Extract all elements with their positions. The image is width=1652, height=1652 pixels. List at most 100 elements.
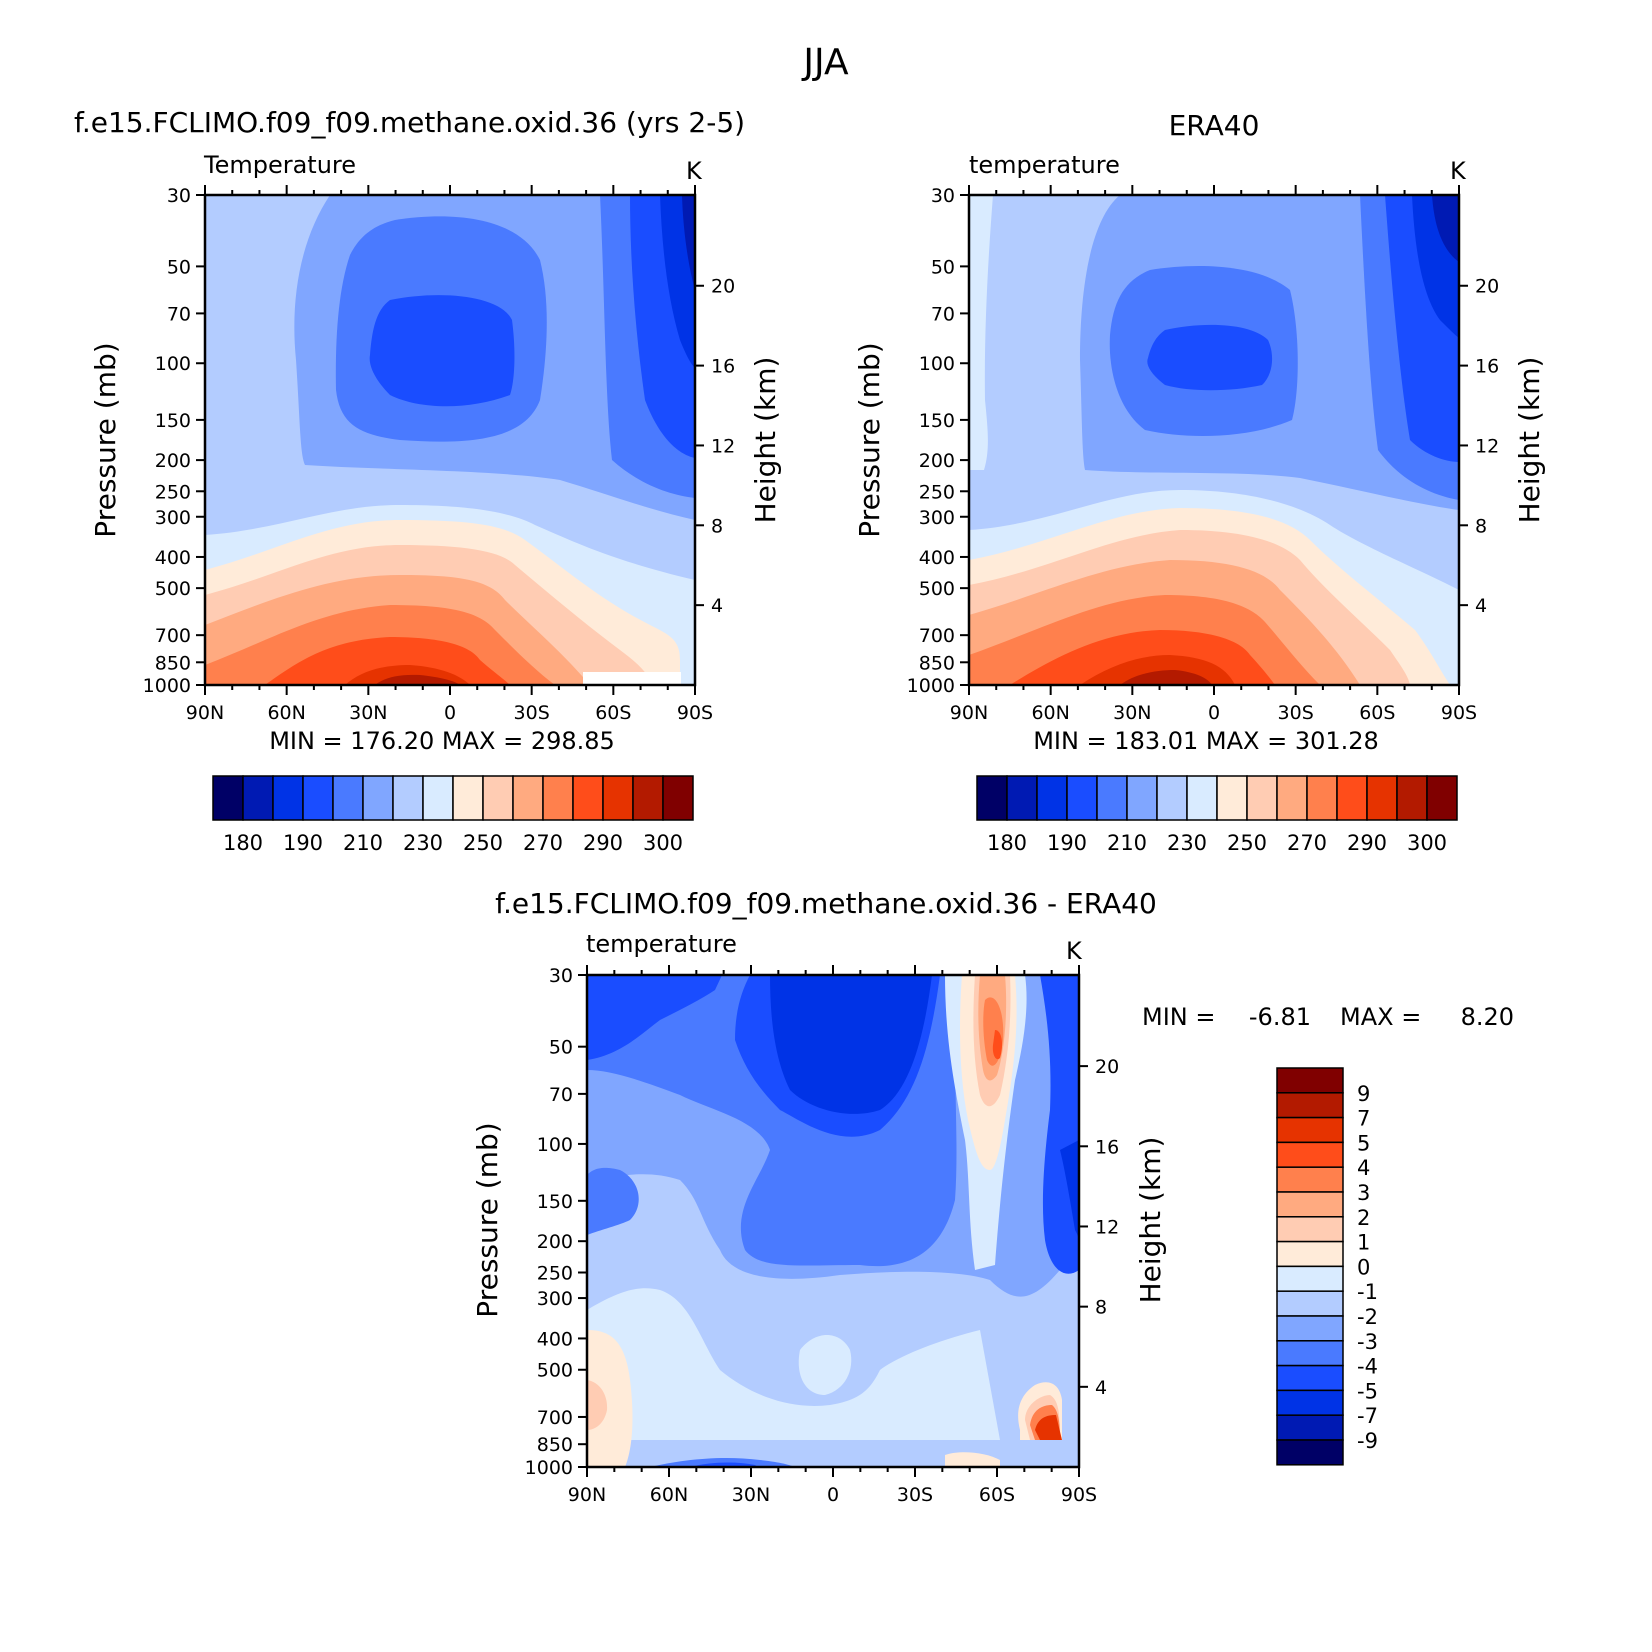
colorbar-swatch [392, 775, 424, 821]
colorbar-swatch [242, 775, 274, 821]
panel-model: f.e15.FCLIMO.f09_f09.methane.oxid.36 (yr… [74, 106, 782, 855]
panel-difference-plot-area [587, 975, 1079, 1467]
panel-difference-title: f.e15.FCLIMO.f09_f09.methane.oxid.36 - E… [495, 887, 1157, 920]
colorbar-swatch [302, 775, 334, 821]
colorbar-swatch [1276, 1116, 1344, 1144]
y-tick-label: 70 [167, 303, 191, 325]
colorbar-label: -2 [1357, 1305, 1378, 1329]
colorbar-swatch [1216, 775, 1248, 821]
colorbar-swatch [1276, 1191, 1344, 1218]
colorbar-swatch [1096, 775, 1128, 821]
y2-tick-label: 8 [711, 515, 723, 537]
x-tick-label: 60S [979, 1484, 1015, 1506]
colorbar-label: 4 [1357, 1156, 1370, 1180]
colorbar-swatch [1276, 1067, 1344, 1094]
colorbar-label: -1 [1357, 1280, 1378, 1304]
colorbar-swatch [1306, 775, 1338, 821]
y-tick-label: 1000 [143, 675, 191, 697]
colorbar-swatch [1276, 1166, 1344, 1193]
y-tick-label: 50 [549, 1037, 573, 1059]
x-tick-label: 90N [186, 702, 224, 724]
panel-model-variable: Temperature [203, 151, 356, 179]
panel-model-plot-area [205, 195, 695, 685]
y-tick-label: 50 [167, 256, 191, 278]
colorbar-label: 180 [987, 831, 1027, 855]
contour-band [798, 1335, 852, 1395]
x-tick-label: 90N [950, 702, 988, 724]
x-tick-label: 30S [1278, 702, 1314, 724]
y-axis-label: Pressure (mb) [471, 1122, 504, 1317]
y-tick-label: 250 [155, 481, 191, 503]
colorbar-swatch [512, 775, 544, 821]
colorbar-label: -5 [1357, 1379, 1378, 1403]
contour-band [587, 1380, 608, 1430]
y-tick-label: 300 [155, 507, 191, 529]
colorbar-swatch [1156, 775, 1188, 821]
colorbar-swatch [1276, 1414, 1344, 1441]
contour-band [587, 1330, 633, 1467]
x-tick-label: 30S [897, 1484, 933, 1506]
y-tick-label: 300 [537, 1288, 573, 1310]
colorbar-swatch [422, 775, 454, 821]
contour-band [1147, 324, 1273, 391]
missing-data-region [583, 672, 681, 685]
y-tick-label: 400 [537, 1328, 573, 1350]
colorbar-swatch [452, 775, 484, 821]
panel-era40-colorbar: 180 190 210 230 250 270 290 300 [976, 775, 1458, 855]
x-tick-label: 90S [1441, 702, 1477, 724]
contour-band [992, 1030, 1003, 1060]
contour-band [587, 1167, 639, 1235]
y2-tick-label: 4 [1095, 1377, 1107, 1399]
colorbar-swatch [632, 775, 664, 821]
panel-difference-minmax: MIN = -6.81 MAX = 8.20 [1142, 1003, 1514, 1031]
y-tick-label: 30 [549, 965, 573, 987]
x-tick-label: 0 [827, 1484, 839, 1506]
contour-band [369, 295, 515, 407]
y-tick-label: 500 [155, 578, 191, 600]
colorbar-label: 9 [1357, 1082, 1370, 1106]
y-tick-label: 500 [537, 1360, 573, 1382]
y-tick-label: 50 [931, 256, 955, 278]
colorbar-swatch [1276, 1389, 1344, 1416]
colorbar-swatch [1276, 1265, 1344, 1292]
contour-band [770, 975, 932, 1114]
colorbar-label: -3 [1357, 1330, 1378, 1354]
colorbar-label: 190 [283, 831, 323, 855]
colorbar-label: 230 [403, 831, 443, 855]
colorbar-label: 1 [1357, 1231, 1370, 1255]
y2-tick-label: 12 [711, 435, 735, 457]
x-tick-label: 60N [1031, 702, 1069, 724]
max-value: 8.20 [1461, 1003, 1514, 1031]
y2-axis-label: Height (km) [1134, 1137, 1167, 1304]
y2-tick-label: 20 [1475, 276, 1499, 298]
colorbar-swatch [1006, 775, 1038, 821]
contour-band [969, 195, 993, 470]
y-tick-label: 200 [919, 450, 955, 472]
colorbar-label: 300 [643, 831, 683, 855]
y2-tick-label: 8 [1475, 515, 1487, 537]
panel-era40-minmax: MIN = 183.01 MAX = 301.28 [1033, 727, 1379, 755]
contour-band [682, 195, 695, 290]
x-tick-label: 30S [514, 702, 550, 724]
x-tick-label: 90S [1061, 1484, 1097, 1506]
min-label: MIN = [1142, 1003, 1215, 1031]
y-tick-label: 500 [919, 578, 955, 600]
panel-era40: ERA40 temperature K 30507010015020025030… [853, 109, 1546, 855]
y2-axis-label: Height (km) [749, 357, 782, 524]
colorbar-label: 290 [583, 831, 623, 855]
panel-difference-variable: temperature [586, 930, 737, 958]
contour-band [375, 674, 460, 685]
colorbar-swatch [212, 775, 244, 821]
x-tick-label: 90S [677, 702, 713, 724]
colorbar-swatch [662, 775, 694, 821]
colorbar-label: 2 [1357, 1206, 1370, 1230]
y-tick-label: 850 [919, 652, 955, 674]
y-axis-label: Pressure (mb) [89, 342, 122, 537]
y2-tick-label: 4 [711, 595, 723, 617]
x-tick-label: 30N [1113, 702, 1151, 724]
contour-band [945, 1452, 1000, 1467]
panel-era40-units: K [1450, 157, 1467, 185]
